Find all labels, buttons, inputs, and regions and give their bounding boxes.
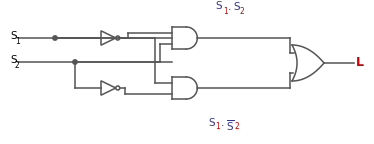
Circle shape [73, 60, 77, 64]
Text: 2: 2 [240, 7, 245, 16]
Circle shape [53, 36, 57, 40]
Text: 1: 1 [223, 7, 228, 16]
Text: S: S [233, 2, 240, 12]
Text: $\overline{\rm S}$: $\overline{\rm S}$ [215, 0, 224, 12]
Text: S: S [208, 118, 215, 128]
Text: 2: 2 [15, 61, 20, 70]
Text: S: S [10, 31, 16, 41]
Text: $\overline{\rm S}$: $\overline{\rm S}$ [226, 118, 234, 133]
Text: 1: 1 [215, 122, 220, 131]
Text: S: S [10, 55, 16, 65]
Text: .: . [228, 2, 232, 12]
Text: 2: 2 [235, 122, 240, 131]
Text: .: . [221, 118, 224, 128]
Text: 1: 1 [15, 37, 20, 46]
Text: L: L [356, 55, 364, 69]
